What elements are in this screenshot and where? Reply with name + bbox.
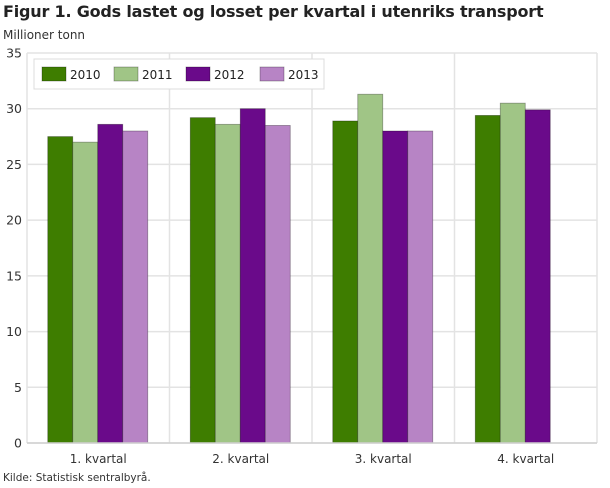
y-tick-label: 20 [6,213,22,228]
y-tick-label: 35 [6,46,22,61]
bar-2013-3 [407,130,434,444]
x-tick-label: 3. kvartal [355,452,412,466]
x-tick-label: 4. kvartal [497,452,554,466]
y-tick-label: 0 [14,436,22,451]
bar-2012-1 [97,123,124,444]
bar-2011-3 [357,93,384,444]
bar-2013-2 [264,125,291,444]
bar-2010-1 [47,136,74,444]
bar-2011-4 [499,102,526,444]
y-tick-label: 10 [6,324,22,339]
y-tick-label: 30 [6,101,22,116]
bar-2013-1 [122,130,149,444]
x-tick-label: 1. kvartal [70,452,127,466]
bar-2010-2 [189,117,216,444]
bar-2011-2 [214,123,241,444]
y-tick-label: 5 [14,380,22,395]
bar-2012-3 [382,130,409,444]
legend-label-2011: 2011 [142,68,173,82]
legend-swatch-2013 [259,66,285,82]
bar-2011-1 [72,141,99,444]
legend-label-2012: 2012 [214,68,245,82]
legend-label-2010: 2010 [70,68,101,82]
y-tick-label: 15 [6,268,22,283]
bar-2012-4 [524,109,551,444]
x-tick-label: 2. kvartal [212,452,269,466]
source-note: Kilde: Statistisk sentralbyrå. [3,472,151,484]
bar-2010-3 [332,120,359,444]
y-axis-label: Millioner tonn [3,28,86,42]
legend-swatch-2011 [113,66,139,82]
bar-2012-2 [239,108,266,444]
legend-label-2013: 2013 [288,68,319,82]
bar-2010-4 [474,115,501,444]
y-tick-label: 25 [6,157,22,172]
chart-title: Figur 1. Gods lastet og losset per kvart… [3,2,544,21]
legend-swatch-2010 [41,66,67,82]
legend-swatch-2012 [185,66,211,82]
